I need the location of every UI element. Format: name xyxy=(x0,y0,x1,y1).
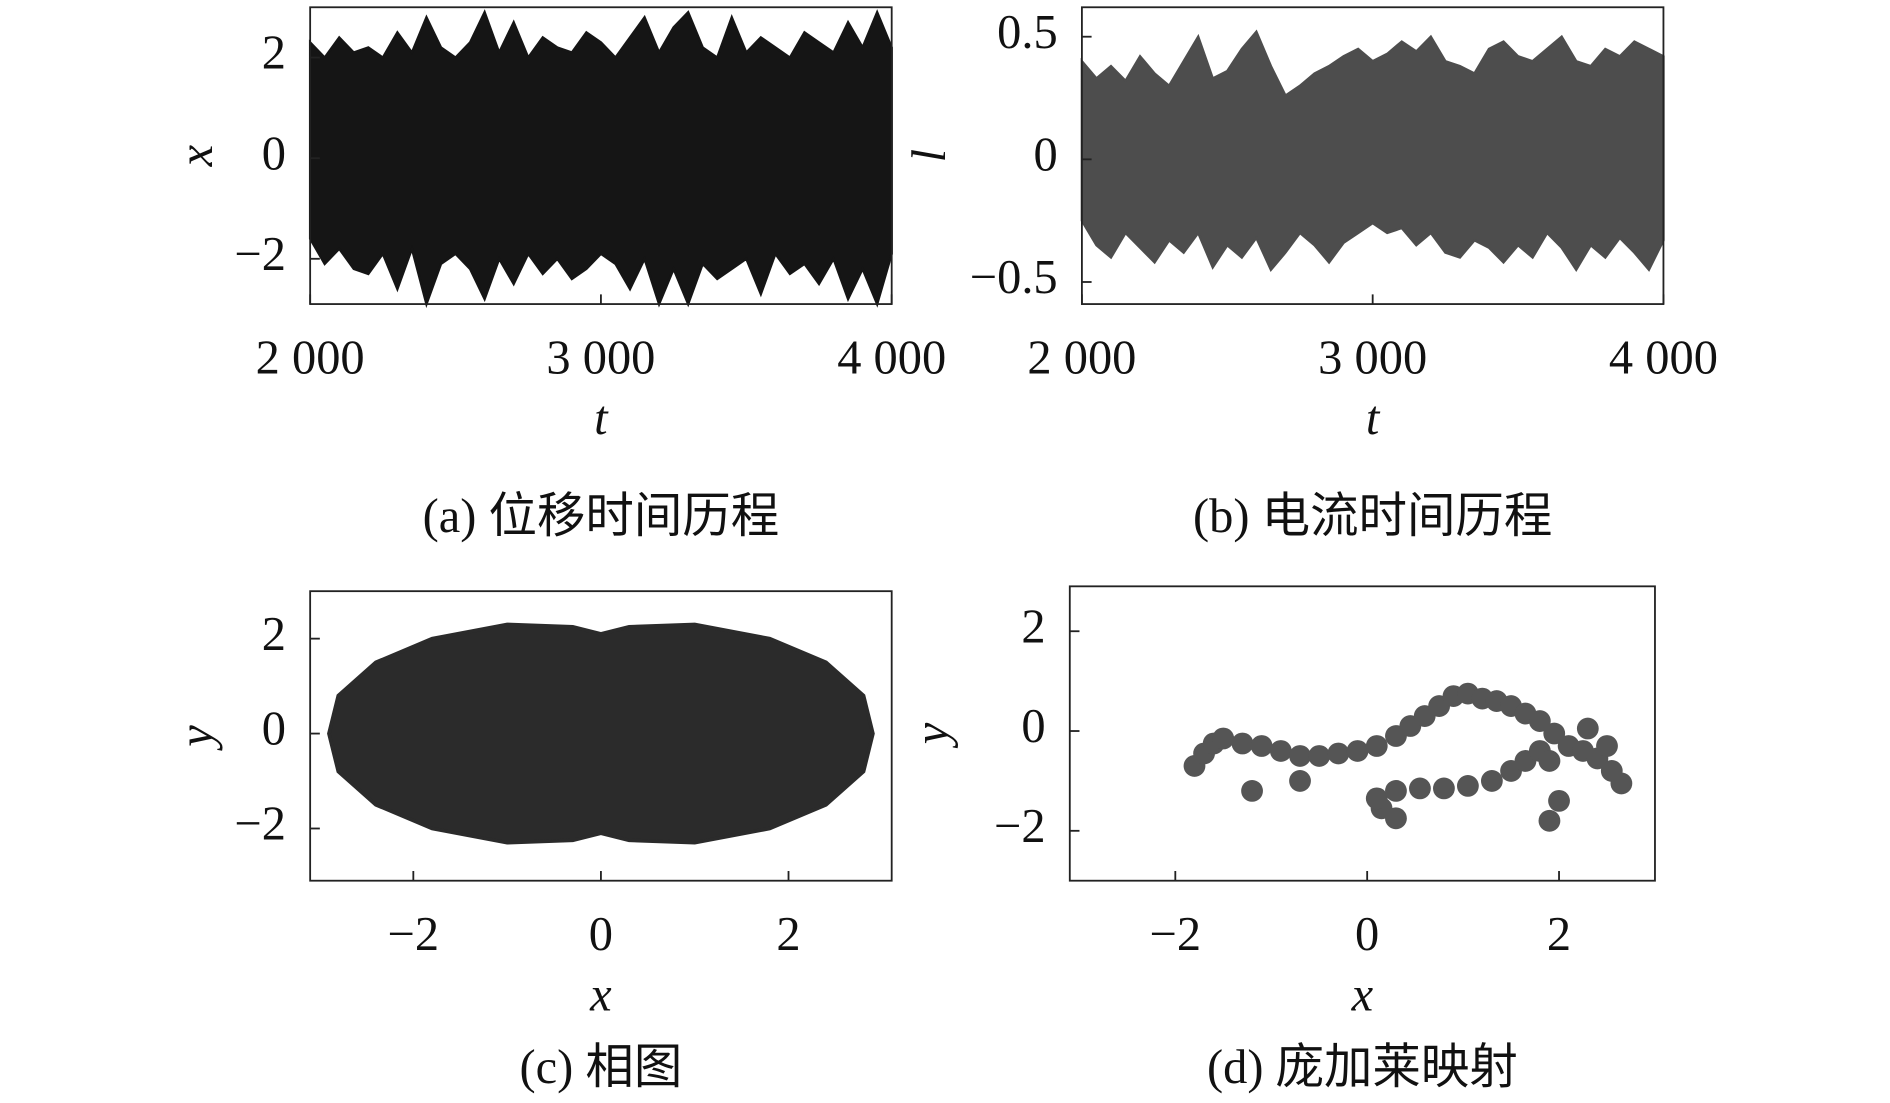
caption: (c) 相图 xyxy=(520,1041,683,1094)
x-tick-label: −2 xyxy=(1150,908,1202,961)
x-tick-label: −2 xyxy=(388,908,440,961)
y-tick-label: 2 xyxy=(1021,600,1045,653)
poincare-point xyxy=(1308,745,1331,767)
x-tick-label: 0 xyxy=(1355,908,1379,961)
y-tick-label: 2 xyxy=(262,608,286,661)
y-tick-label: 0 xyxy=(1033,128,1057,181)
x-tick-label: 4 000 xyxy=(1609,331,1718,384)
poincare-point xyxy=(1538,809,1561,832)
axes-frame xyxy=(1068,585,1656,882)
phase-orbit xyxy=(327,622,875,845)
x-tick-label: 2 000 xyxy=(1027,331,1136,384)
x-axis-label: x xyxy=(589,969,612,1022)
caption: (d) 庞加莱映射 xyxy=(1207,1041,1518,1094)
x-tick-label: 2 xyxy=(1547,908,1571,961)
poincare-point xyxy=(1610,772,1633,795)
y-tick-label: 2 xyxy=(262,27,286,80)
poincare-point xyxy=(1480,770,1503,792)
poincare-point xyxy=(1576,717,1599,740)
y-axis-label: l xyxy=(903,149,956,162)
caption: (b) 电流时间历程 xyxy=(1193,490,1552,543)
poincare-point xyxy=(1385,779,1407,802)
poincare-point xyxy=(1528,710,1551,732)
poincare-point xyxy=(1289,745,1311,767)
signal-band xyxy=(308,9,893,309)
x-axis-label: t xyxy=(594,392,609,445)
y-tick-label: 0.5 xyxy=(997,6,1058,59)
poincare-point xyxy=(1543,722,1566,745)
y-axis-label: y xyxy=(906,722,959,749)
y-axis-label: y xyxy=(170,725,223,752)
y-tick-label: −0.5 xyxy=(970,251,1058,304)
y-axis-label: x xyxy=(170,144,223,167)
poincare-point xyxy=(1289,770,1311,792)
poincare-point xyxy=(1212,727,1235,750)
poincare-point xyxy=(1327,742,1350,765)
y-tick-label: 0 xyxy=(1021,700,1045,753)
x-tick-label: 3 000 xyxy=(546,331,655,384)
poincare-point xyxy=(1596,735,1618,757)
signal-band xyxy=(1080,29,1665,273)
x-tick-label: 2 000 xyxy=(256,331,365,384)
poincare-point xyxy=(1346,740,1369,762)
poincare-point xyxy=(1409,777,1431,800)
y-tick-label: −2 xyxy=(234,798,286,851)
poincare-point xyxy=(1269,740,1292,762)
y-tick-label: 0 xyxy=(262,703,286,756)
poincare-point xyxy=(1250,735,1273,757)
poincare-point xyxy=(1456,775,1479,797)
poincare-point xyxy=(1433,777,1455,800)
poincare-point xyxy=(1548,789,1570,812)
poincare-point xyxy=(1365,787,1388,810)
poincare-point xyxy=(1538,750,1561,772)
x-tick-label: 2 xyxy=(776,908,800,961)
poincare-point xyxy=(1231,732,1254,755)
x-axis-label: x xyxy=(1351,969,1374,1022)
y-tick-label: −2 xyxy=(234,228,286,281)
x-tick-label: 3 000 xyxy=(1318,331,1427,384)
x-tick-label: 0 xyxy=(589,908,613,961)
x-tick-label: 4 000 xyxy=(837,331,946,384)
y-tick-label: 0 xyxy=(262,127,286,180)
caption: (a) 位移时间历程 xyxy=(423,490,780,543)
y-tick-label: −2 xyxy=(994,800,1046,853)
x-axis-label: t xyxy=(1366,392,1381,445)
poincare-point xyxy=(1365,735,1388,757)
poincare-point xyxy=(1241,779,1263,802)
